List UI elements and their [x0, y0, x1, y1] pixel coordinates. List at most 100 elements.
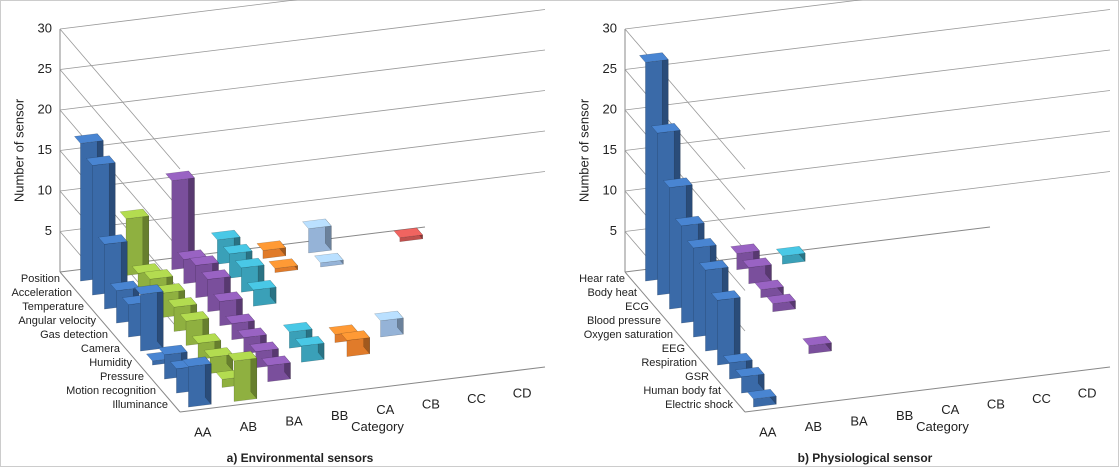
bar — [314, 252, 344, 268]
bar-top — [203, 347, 234, 358]
x-axis-label: Category — [916, 419, 969, 434]
bar — [203, 346, 234, 374]
bar — [261, 355, 291, 383]
bar-top — [249, 341, 279, 352]
bar — [710, 289, 741, 366]
bar-top — [638, 52, 669, 63]
bar-top — [775, 246, 806, 257]
bar-top — [314, 252, 344, 264]
bar — [294, 335, 325, 363]
x-tick-label: CD — [1078, 385, 1097, 400]
bar — [374, 310, 404, 338]
bar-top — [143, 269, 174, 280]
chart-title: a) Environmental sensors — [227, 451, 374, 465]
grid-line — [624, 9, 1111, 70]
grid-line — [624, 0, 863, 30]
y-tick-label: 5 — [610, 223, 617, 238]
y-tick-label: 30 — [38, 20, 52, 35]
bar-top — [237, 327, 267, 338]
row-label: Pressure — [100, 371, 144, 383]
chart-title: b) Physiological sensor — [798, 451, 933, 465]
grid-line — [624, 130, 1111, 192]
bar-top — [246, 279, 277, 291]
grid-line — [624, 49, 1111, 111]
bar-top — [189, 255, 219, 266]
bar-top — [268, 258, 299, 269]
row-label: Respiration — [641, 357, 697, 369]
row-label: Hear rate — [579, 273, 625, 285]
axis-line — [179, 366, 546, 413]
bar — [302, 218, 332, 254]
bar-top — [294, 335, 325, 347]
chart: 5 10 15 20 25 30 Number of sensor Hear rate Body… — [576, 0, 1111, 465]
row-label: Gas detection — [40, 329, 108, 341]
x-tick-label: CC — [1032, 391, 1051, 406]
bar-top — [181, 356, 212, 367]
bar-top — [213, 291, 243, 302]
bar-side — [733, 289, 741, 363]
bar — [775, 245, 806, 265]
bar — [340, 329, 371, 357]
bar — [766, 293, 796, 313]
axis-line — [624, 271, 746, 413]
bar-top — [746, 388, 777, 400]
bar-top — [73, 133, 104, 144]
grid-line — [59, 28, 181, 170]
x-tick-label: BA — [850, 413, 868, 428]
bar — [165, 170, 195, 271]
bar-side — [156, 283, 164, 349]
y-tick-label: 25 — [38, 61, 52, 76]
row-label: Body heat — [587, 287, 637, 299]
row-label: Electric shock — [665, 399, 733, 411]
bar — [133, 283, 164, 352]
row-label: EEG — [662, 343, 685, 355]
grid-line — [624, 171, 1111, 232]
row-label: ECG — [625, 301, 649, 313]
bar — [746, 388, 777, 408]
bar — [393, 227, 424, 242]
y-axis-label: Number of sensor — [11, 98, 26, 202]
bar-top — [261, 355, 291, 366]
y-tick-label: 10 — [38, 182, 52, 197]
x-tick-label: BB — [331, 408, 348, 423]
bar — [268, 258, 299, 273]
bar-top — [734, 366, 765, 378]
row-label: Oxygen saturation — [584, 329, 673, 341]
bar — [227, 350, 258, 402]
bar — [119, 208, 150, 276]
bar-top — [119, 208, 150, 220]
y-tick-label: 20 — [603, 101, 617, 116]
bar-side — [142, 208, 150, 274]
bar-top — [374, 310, 404, 322]
bar-top — [302, 218, 332, 229]
chart: 5 10 15 20 25 30 Number of sensor Position Accel… — [11, 0, 546, 465]
bar — [734, 366, 765, 394]
x-tick-label: CA — [941, 402, 959, 417]
grid-line — [624, 28, 746, 170]
bar-top — [157, 344, 188, 356]
bar-top — [227, 350, 258, 362]
bar-top — [133, 284, 164, 295]
bar-top — [97, 234, 128, 245]
bar-top — [730, 243, 760, 254]
grid-line — [59, 49, 546, 111]
x-tick-label: AB — [805, 419, 822, 434]
y-axis-label: Number of sensor — [576, 98, 591, 202]
bar-top — [674, 215, 705, 227]
bar — [742, 257, 772, 285]
bar — [246, 279, 277, 307]
x-tick-label: AA — [194, 425, 212, 440]
bar-top — [256, 240, 287, 251]
row-label: Position — [21, 273, 60, 285]
y-tick-label: 30 — [603, 20, 617, 35]
row-label: Angular velocity — [18, 315, 96, 327]
row-label: Temperature — [22, 301, 84, 313]
bar — [802, 335, 832, 355]
bar-top — [222, 243, 253, 255]
bar-top — [201, 269, 231, 280]
bar-top — [698, 260, 729, 271]
y-tick-label: 5 — [45, 223, 52, 238]
bar-top — [85, 155, 116, 166]
